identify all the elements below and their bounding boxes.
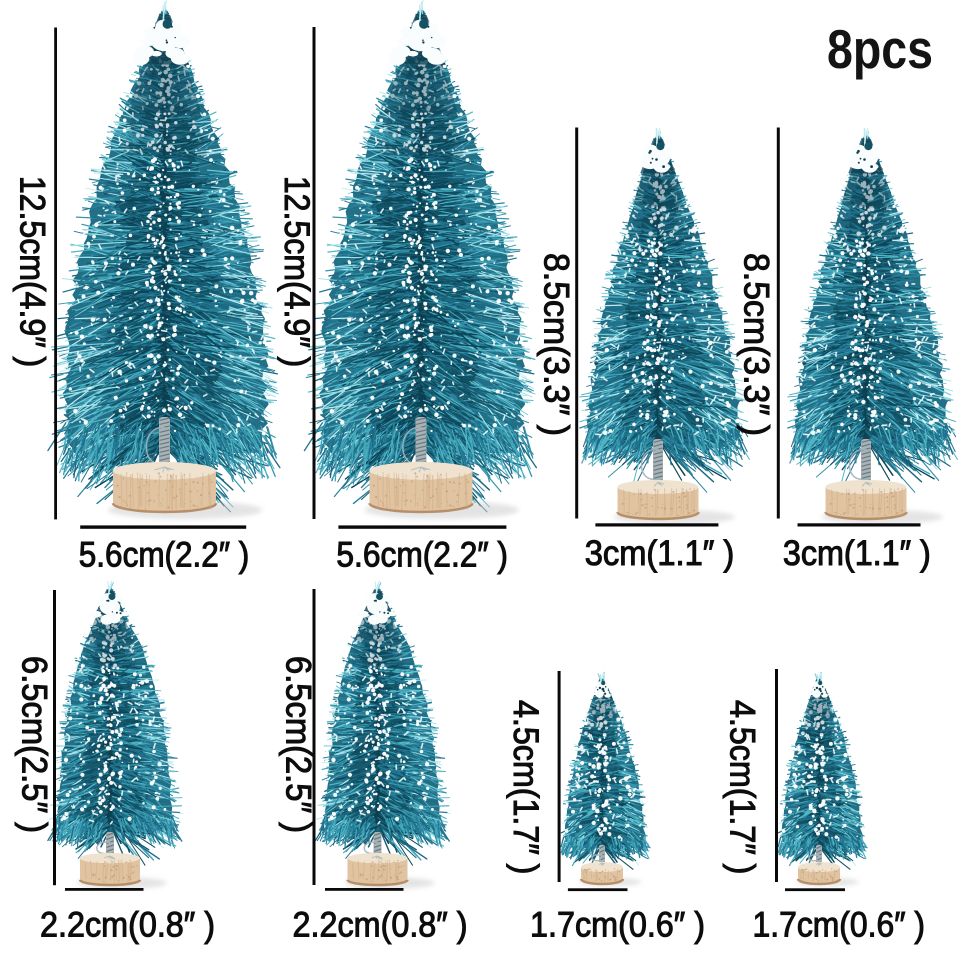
svg-text:4.5cm(1.7″ ): 4.5cm(1.7″ ) [506,700,545,874]
svg-text:1.7cm(0.6″ ): 1.7cm(0.6″ ) [753,905,926,944]
svg-text:2.2cm(0.8″ ): 2.2cm(0.8″ ) [40,905,215,944]
svg-text:3cm(1.1″ ): 3cm(1.1″ ) [585,534,735,573]
svg-text:8.5cm(3.3″ ): 8.5cm(3.3″ ) [737,253,776,436]
svg-text:1.7cm(0.6″ ): 1.7cm(0.6″ ) [530,905,705,944]
svg-text:12.5cm(4.9″ ): 12.5cm(4.9″ ) [13,176,52,367]
svg-text:6.5cm(2.5″ ): 6.5cm(2.5″ ) [15,656,54,833]
svg-text:8pcs: 8pcs [827,18,933,80]
svg-text:2.2cm(0.8″ ): 2.2cm(0.8″ ) [293,905,468,944]
svg-text:5.6cm(2.2″ ): 5.6cm(2.2″ ) [336,535,508,574]
svg-text:4.5cm(1.7″ ): 4.5cm(1.7″ ) [723,700,762,874]
svg-text:5.6cm(2.2″ ): 5.6cm(2.2″ ) [79,535,249,574]
svg-text:8.5cm(3.3″ ): 8.5cm(3.3″ ) [537,253,576,436]
svg-text:12.5cm(4.9″ ): 12.5cm(4.9″ ) [277,176,316,367]
svg-text:6.5cm(2.5″ ): 6.5cm(2.5″ ) [279,656,318,833]
svg-text:3cm(1.1″ ): 3cm(1.1″ ) [783,534,931,573]
